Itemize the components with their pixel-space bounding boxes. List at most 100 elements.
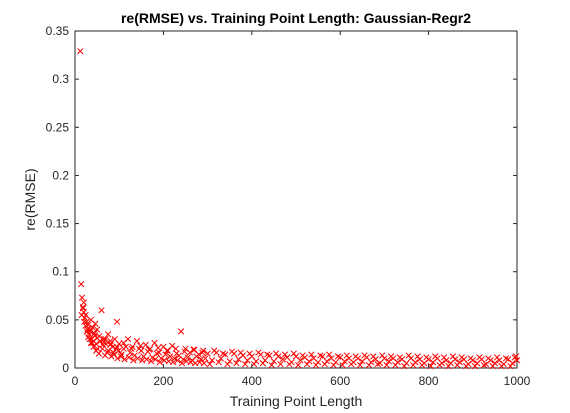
data-point xyxy=(180,356,187,363)
data-point xyxy=(171,355,178,362)
data-point xyxy=(507,362,514,370)
data-point xyxy=(379,352,386,359)
data-point xyxy=(295,361,302,369)
plot-area xyxy=(74,30,518,369)
x-axis-label: Training Point Length xyxy=(230,393,363,409)
y-tick-label: 0.1 xyxy=(52,265,69,279)
data-points xyxy=(77,48,521,370)
data-point xyxy=(409,361,417,369)
x-axis: 0 200 400 600 800 1000 xyxy=(72,31,531,388)
data-point xyxy=(242,360,249,368)
data-point xyxy=(511,354,518,361)
data-point xyxy=(78,281,85,288)
y-tick-label: 0.05 xyxy=(46,313,70,327)
data-point xyxy=(95,350,103,357)
data-point xyxy=(82,322,89,329)
data-point xyxy=(178,360,186,367)
data-point xyxy=(127,349,134,356)
data-point xyxy=(215,359,222,366)
data-point xyxy=(77,48,84,55)
data-point xyxy=(163,347,171,354)
data-point xyxy=(146,346,153,353)
data-point xyxy=(449,353,457,360)
data-point xyxy=(341,358,348,365)
data-point xyxy=(169,359,177,366)
data-point xyxy=(83,318,90,325)
data-point xyxy=(143,356,150,363)
data-point xyxy=(436,361,443,369)
data-point xyxy=(80,299,87,306)
data-point xyxy=(217,355,225,362)
data-point xyxy=(445,362,452,370)
data-point xyxy=(297,357,304,364)
y-tick-label: 0.15 xyxy=(46,217,70,231)
data-point xyxy=(200,347,207,354)
data-point xyxy=(224,360,231,368)
data-point xyxy=(401,362,408,370)
data-point xyxy=(356,361,364,369)
data-point xyxy=(79,304,87,311)
data-point xyxy=(184,354,191,361)
data-point xyxy=(374,360,381,368)
data-point xyxy=(128,345,135,352)
data-point xyxy=(255,349,262,356)
data-point xyxy=(193,353,200,360)
data-point xyxy=(93,326,101,333)
data-point xyxy=(299,352,306,359)
data-point xyxy=(115,347,122,354)
data-point xyxy=(92,320,99,327)
data-point xyxy=(396,354,404,361)
data-point xyxy=(418,361,426,369)
data-point xyxy=(87,326,94,333)
data-point xyxy=(270,358,278,365)
data-point xyxy=(156,359,164,366)
data-point xyxy=(83,328,91,335)
data-point xyxy=(113,343,121,350)
data-point xyxy=(102,335,109,343)
data-point xyxy=(85,334,92,341)
data-point xyxy=(200,360,208,367)
data-point xyxy=(120,339,127,347)
y-tick-label: 0.2 xyxy=(52,168,69,182)
data-point xyxy=(107,341,114,349)
x-tick-label: 400 xyxy=(242,374,262,388)
data-point xyxy=(190,346,197,353)
data-point xyxy=(112,345,120,352)
data-point xyxy=(235,356,242,363)
data-point xyxy=(151,339,158,347)
data-point xyxy=(110,349,117,356)
data-point xyxy=(279,356,286,363)
data-point xyxy=(121,356,128,363)
data-point xyxy=(325,351,333,358)
data-point xyxy=(458,354,465,361)
data-point xyxy=(303,360,311,368)
data-point xyxy=(286,360,293,368)
data-point xyxy=(87,339,95,347)
data-point xyxy=(228,348,236,355)
data-point xyxy=(172,345,179,352)
data-point xyxy=(467,355,474,362)
data-point xyxy=(423,354,430,361)
data-point xyxy=(308,351,315,358)
x-tick-label: 1000 xyxy=(504,374,531,388)
data-point xyxy=(154,344,162,351)
y-tick-label: 0.35 xyxy=(46,24,70,38)
data-point xyxy=(162,351,169,358)
data-point xyxy=(352,353,359,360)
data-point xyxy=(493,354,501,361)
data-point xyxy=(330,361,337,369)
data-point xyxy=(199,349,206,356)
data-point xyxy=(93,334,101,342)
data-point xyxy=(365,361,373,369)
y-axis: 0 0.05 0.1 0.15 0.2 0.25 0.3 0.35 xyxy=(46,24,517,375)
data-point xyxy=(113,318,121,325)
data-point xyxy=(211,347,218,354)
data-point xyxy=(383,361,390,369)
data-point xyxy=(385,358,392,365)
data-point xyxy=(134,355,141,362)
x-tick-label: 0 xyxy=(72,374,79,388)
data-point xyxy=(334,353,342,360)
y-tick-label: 0.25 xyxy=(46,120,70,134)
data-point xyxy=(78,294,86,301)
